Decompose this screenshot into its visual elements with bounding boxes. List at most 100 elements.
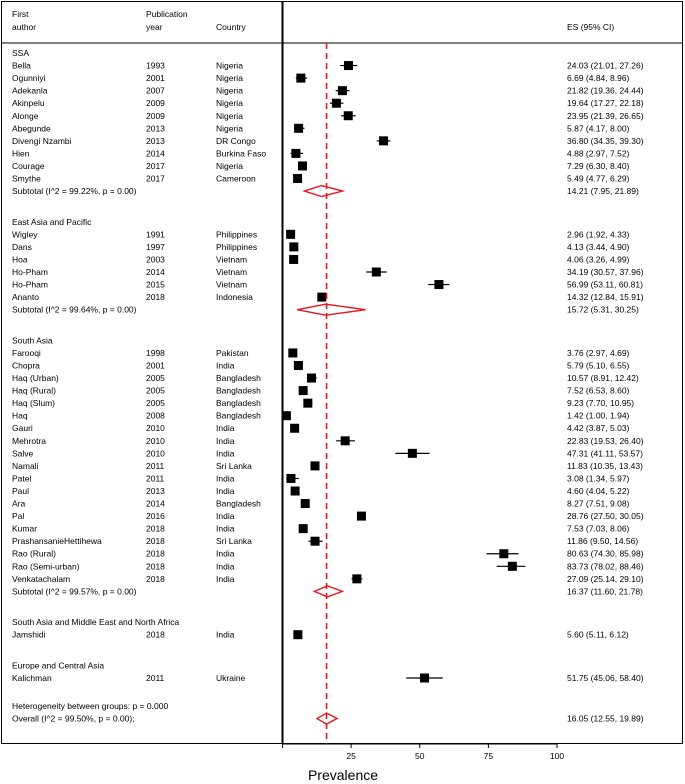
point-estimate (281, 411, 291, 421)
study-author: Alonge (12, 111, 39, 121)
point-estimate (293, 174, 303, 183)
point-estimate (337, 86, 347, 96)
study-es: 36.80 (34.35, 39.30) (567, 136, 644, 146)
study-author: Kumar (12, 524, 37, 534)
study-es: 8.27 (7.51, 9.08) (567, 499, 630, 509)
x-tick-label: 100 (550, 751, 564, 761)
study-author: Jamshidi (12, 630, 46, 640)
study-year: 2011 (146, 473, 165, 483)
study-country: Vietnam (216, 254, 247, 264)
study-year: 2010 (146, 436, 165, 446)
study-author: Haq (Slum) (12, 398, 55, 408)
point-estimate (310, 461, 320, 471)
point-estimate (407, 448, 417, 458)
study-author: Ogunniyi (12, 73, 46, 83)
study-row: Paul 2013 India 4.60 (4.04, 5.22) (12, 486, 630, 496)
study-author: Rao (Rural) (12, 549, 56, 559)
study-author: Venkatachalam (12, 574, 70, 584)
country-header: Country (216, 22, 247, 32)
overall-label: Overall (I^2 = 99.50%, p = 0.00); (12, 714, 135, 724)
subtotal-row: Subtotal (I^2 = 99.22%, p = 0.00) 14.21 (… (12, 184, 639, 198)
study-year: 2011 (146, 673, 165, 683)
study-country: Vietnam (216, 280, 247, 290)
study-country: India (216, 423, 235, 433)
study-row: Namali 2011 Sri Lanka 11.83 (10.35, 13.43) (12, 461, 643, 471)
study-row: Courage 2017 Nigeria 7.29 (6.30, 8.40) (12, 161, 630, 171)
study-es: 7.29 (6.30, 8.40) (567, 161, 630, 171)
study-row: Venkatachalam 2018 India 27.09 (25.14, 29.1… (12, 574, 644, 584)
study-year: 2001 (146, 360, 165, 370)
study-country: India (216, 511, 235, 521)
point-estimate (289, 242, 299, 252)
subtotal-diamond (312, 585, 345, 598)
subtotal-diamond (302, 184, 346, 198)
study-es: 4.06 (3.26, 4.99) (567, 254, 630, 264)
study-es: 51.75 (45.06, 58.40) (567, 673, 644, 683)
study-country: Sri Lanka (216, 536, 252, 546)
study-country: Philippines (216, 242, 257, 252)
study-es: 23.95 (21.39, 26.65) (567, 111, 644, 121)
study-country: India (216, 561, 235, 571)
study-es: 47.31 (41.11, 53.57) (567, 448, 643, 458)
study-row: Jamshidi 2018 India 5.60 (5.11, 6.12) (12, 630, 629, 640)
study-row: Ara 2014 Bangladesh 8.27 (7.51, 9.08) (12, 499, 630, 509)
point-estimate (420, 673, 430, 683)
x-tick-label: 50 (415, 751, 425, 761)
study-year: 2010 (146, 448, 165, 458)
point-estimate (290, 423, 300, 433)
study-year: 1998 (146, 348, 165, 358)
study-author: Akinpelu (12, 98, 45, 108)
study-row: Wigley 1991 Philippines 2.96 (1.92, 4.33) (12, 229, 630, 239)
study-author: Ara (12, 499, 26, 509)
point-estimate (343, 111, 353, 121)
study-row: Dans 1997 Philippines 4.13 (3.44, 4.90) (12, 242, 630, 252)
study-author: Mehrotra (12, 436, 46, 446)
study-es: 10.57 (8.91, 12.42) (567, 373, 639, 383)
study-country: India (216, 549, 235, 559)
study-country: Nigeria (216, 73, 243, 83)
study-year: 2018 (146, 536, 165, 546)
study-year: 2018 (146, 630, 165, 640)
study-row: Ho-Pham 2014 Vietnam 34.19 (30.57, 37.96) (12, 267, 644, 277)
study-country: Nigeria (216, 86, 243, 96)
study-es: 11.83 (10.35, 13.43) (567, 461, 643, 471)
column-headers: First author Publication year Country ES… (12, 9, 614, 32)
study-es: 80.63 (74.30, 85.98) (567, 549, 644, 559)
study-author: Smythe (12, 174, 41, 184)
study-es: 22.83 (19.53, 26.40) (567, 436, 644, 446)
group-heading: South Asia (12, 335, 53, 345)
study-year: 2005 (146, 373, 165, 383)
point-estimate (352, 574, 362, 584)
study-es: 3.76 (2.97, 4.69) (567, 348, 630, 358)
study-es: 5.60 (5.11, 6.12) (567, 630, 629, 640)
study-country: Nigeria (216, 161, 243, 171)
study-author: Hoa (12, 254, 28, 264)
study-year: 2014 (146, 499, 165, 509)
study-country: Nigeria (216, 123, 243, 133)
study-author: Dans (12, 242, 32, 252)
study-es: 7.52 (6.53, 8.60) (567, 386, 630, 396)
point-estimate (298, 161, 308, 171)
study-country: India (216, 574, 235, 584)
study-es: 4.13 (3.44, 4.90) (567, 242, 630, 252)
study-es: 34.19 (30.57, 37.96) (567, 267, 644, 277)
study-year: 2018 (146, 524, 165, 534)
study-author: Namali (12, 461, 39, 471)
study-year: 1991 (146, 229, 165, 239)
study-author: Adekanla (12, 86, 48, 96)
point-estimate (286, 229, 296, 239)
study-country: DR Congo (216, 136, 256, 146)
point-estimate (356, 511, 366, 521)
study-author: Wigley (12, 229, 38, 239)
subtotal-label: Subtotal (I^2 = 99.22%, p = 0.00) (12, 186, 137, 196)
study-year: 2014 (146, 148, 165, 158)
study-row: Mehrotra 2010 India 22.83 (19.53, 26.40) (12, 436, 644, 446)
study-year: 2003 (146, 254, 165, 264)
study-row: Haq (Urban) 2005 Bangladesh 10.57 (8.91, 12… (12, 373, 639, 383)
x-tick-label: 75 (484, 751, 494, 761)
study-country: Burkina Faso (216, 148, 266, 158)
study-year: 1993 (146, 61, 165, 71)
study-year: 2013 (146, 486, 165, 496)
